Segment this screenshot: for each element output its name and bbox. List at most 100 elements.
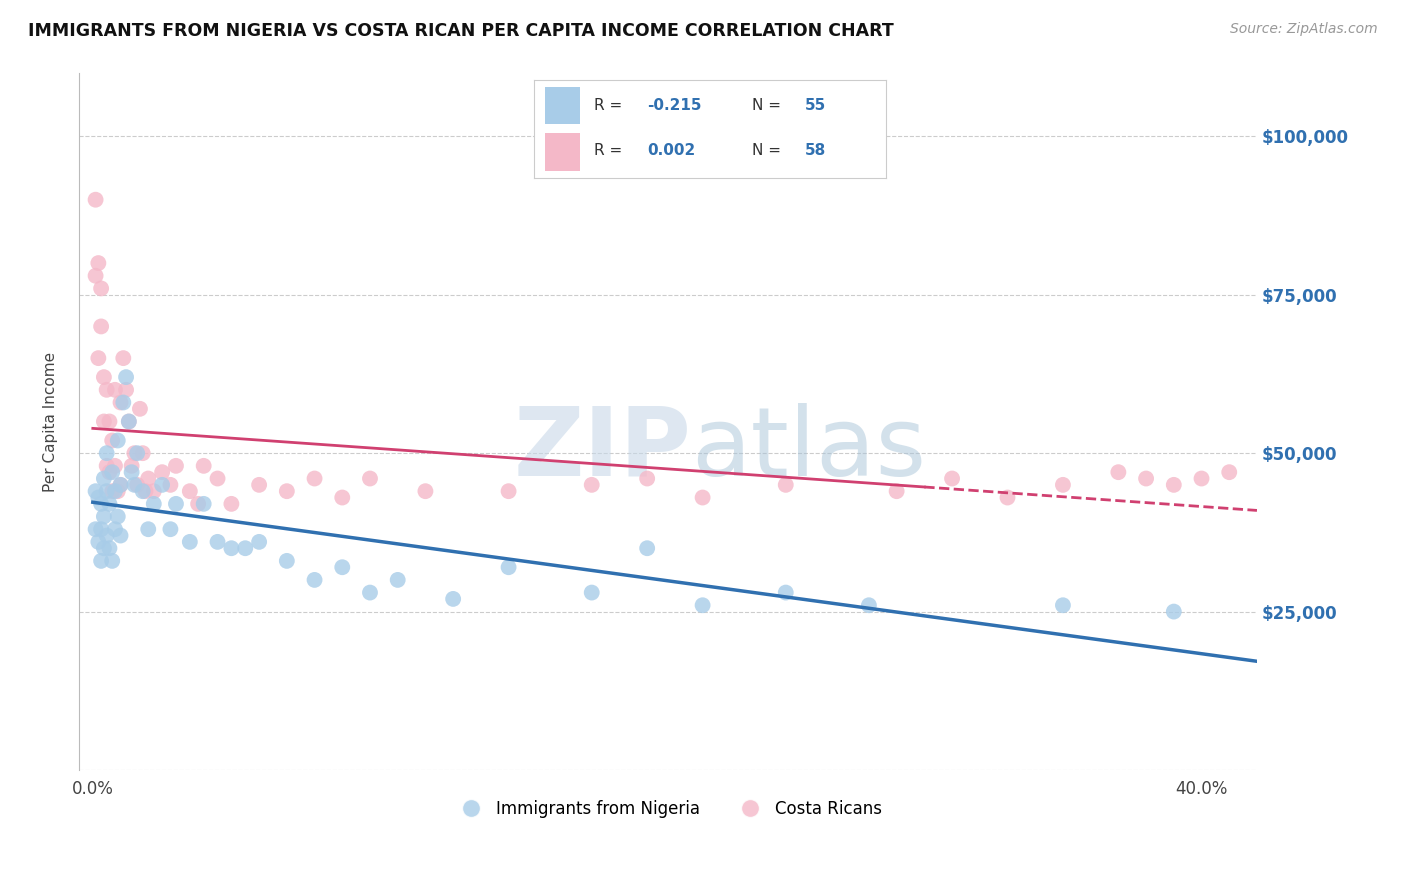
Point	[96, 458, 118, 473]
Point	[1135, 471, 1157, 485]
Point	[1107, 465, 1129, 479]
Point	[98, 497, 121, 511]
Point	[136, 471, 159, 485]
Y-axis label: Per Capita Income: Per Capita Income	[44, 351, 58, 491]
Point	[101, 465, 124, 479]
Point	[886, 484, 908, 499]
Point	[276, 484, 298, 499]
Point	[193, 497, 215, 511]
Point	[110, 395, 132, 409]
Text: ZIP: ZIP	[513, 403, 692, 496]
Text: IMMIGRANTS FROM NIGERIA VS COSTA RICAN PER CAPITA INCOME CORRELATION CHART: IMMIGRANTS FROM NIGERIA VS COSTA RICAN P…	[28, 22, 894, 40]
Point	[221, 541, 243, 556]
Point	[142, 484, 165, 499]
Point	[498, 484, 520, 499]
Point	[90, 522, 112, 536]
Point	[93, 541, 115, 556]
Point	[112, 351, 135, 365]
Point	[104, 458, 127, 473]
Point	[112, 395, 135, 409]
Point	[93, 370, 115, 384]
Point	[84, 484, 107, 499]
Point	[87, 351, 110, 365]
Point	[330, 491, 353, 505]
Point	[131, 446, 153, 460]
Text: atlas: atlas	[692, 403, 927, 496]
Point	[101, 554, 124, 568]
Point	[304, 573, 326, 587]
Point	[159, 522, 181, 536]
Point	[115, 370, 138, 384]
Point	[121, 458, 143, 473]
Point	[858, 599, 880, 613]
Point	[121, 465, 143, 479]
Point	[441, 591, 464, 606]
Point	[415, 484, 437, 499]
Point	[276, 554, 298, 568]
Point	[131, 484, 153, 499]
Point	[93, 509, 115, 524]
Text: 55: 55	[804, 98, 827, 113]
Point	[96, 528, 118, 542]
Point	[136, 522, 159, 536]
Point	[90, 497, 112, 511]
Point	[90, 554, 112, 568]
Point	[581, 585, 603, 599]
Point	[101, 434, 124, 448]
Point	[359, 471, 381, 485]
Point	[1052, 478, 1074, 492]
Point	[127, 446, 149, 460]
Point	[193, 458, 215, 473]
Point	[87, 256, 110, 270]
Point	[498, 560, 520, 574]
Point	[93, 415, 115, 429]
Point	[775, 585, 797, 599]
Point	[98, 541, 121, 556]
Point	[107, 509, 129, 524]
Point	[84, 193, 107, 207]
Point	[96, 383, 118, 397]
Point	[150, 478, 173, 492]
Bar	[544, 133, 579, 170]
Point	[96, 484, 118, 499]
Point	[142, 497, 165, 511]
Point	[233, 541, 256, 556]
Point	[179, 484, 201, 499]
Point	[124, 446, 146, 460]
Point	[98, 465, 121, 479]
Point	[304, 471, 326, 485]
Point	[692, 599, 714, 613]
Point	[165, 497, 187, 511]
Point	[107, 434, 129, 448]
Point	[207, 534, 229, 549]
Point	[127, 478, 149, 492]
Point	[247, 534, 270, 549]
Point	[1163, 478, 1185, 492]
Point	[207, 471, 229, 485]
Point	[1163, 605, 1185, 619]
Text: R =: R =	[593, 98, 627, 113]
Point	[96, 446, 118, 460]
Point	[104, 484, 127, 499]
Text: -0.215: -0.215	[647, 98, 702, 113]
Point	[247, 478, 270, 492]
Point	[997, 491, 1019, 505]
Point	[124, 478, 146, 492]
Point	[87, 491, 110, 505]
Point	[636, 541, 658, 556]
Point	[115, 383, 138, 397]
Point	[581, 478, 603, 492]
Point	[165, 458, 187, 473]
Point	[87, 534, 110, 549]
Point	[93, 471, 115, 485]
Point	[359, 585, 381, 599]
Text: N =: N =	[752, 144, 786, 159]
Point	[134, 484, 156, 499]
Point	[1218, 465, 1240, 479]
Point	[90, 319, 112, 334]
Point	[636, 471, 658, 485]
Point	[104, 522, 127, 536]
Point	[159, 478, 181, 492]
Point	[221, 497, 243, 511]
Point	[107, 484, 129, 499]
